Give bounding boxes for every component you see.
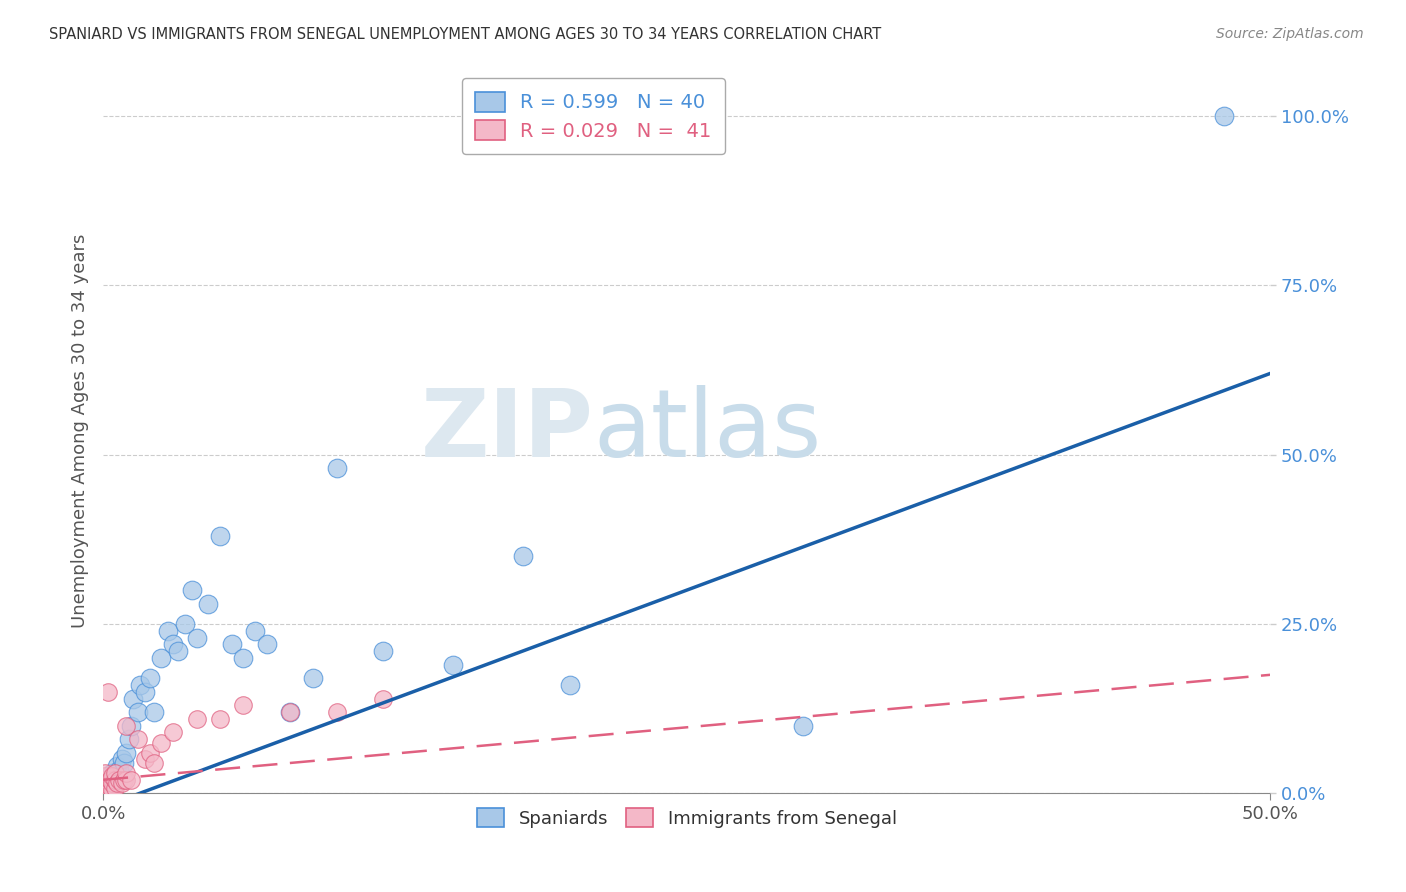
Point xyxy=(162,637,184,651)
Point xyxy=(101,776,124,790)
Point xyxy=(256,637,278,651)
Point xyxy=(127,732,149,747)
Point xyxy=(115,746,138,760)
Point xyxy=(186,631,208,645)
Point xyxy=(441,657,464,672)
Point xyxy=(111,776,134,790)
Point xyxy=(97,780,120,795)
Legend: Spaniards, Immigrants from Senegal: Spaniards, Immigrants from Senegal xyxy=(470,801,904,835)
Point xyxy=(278,705,301,719)
Point xyxy=(115,766,138,780)
Point xyxy=(373,644,395,658)
Point xyxy=(243,624,266,638)
Y-axis label: Unemployment Among Ages 30 to 34 years: Unemployment Among Ages 30 to 34 years xyxy=(72,234,89,628)
Point xyxy=(108,772,131,787)
Point xyxy=(111,752,134,766)
Point xyxy=(221,637,243,651)
Point xyxy=(108,763,131,777)
Point xyxy=(325,461,347,475)
Point xyxy=(94,783,117,797)
Point xyxy=(122,691,145,706)
Point xyxy=(162,725,184,739)
Point xyxy=(143,756,166,770)
Point xyxy=(115,718,138,732)
Point xyxy=(104,780,127,795)
Point xyxy=(101,783,124,797)
Point xyxy=(173,617,195,632)
Point xyxy=(112,772,135,787)
Point xyxy=(98,769,121,783)
Point xyxy=(91,783,114,797)
Point xyxy=(558,678,581,692)
Point xyxy=(232,651,254,665)
Point xyxy=(94,769,117,783)
Point xyxy=(98,783,121,797)
Text: SPANIARD VS IMMIGRANTS FROM SENEGAL UNEMPLOYMENT AMONG AGES 30 TO 34 YEARS CORRE: SPANIARD VS IMMIGRANTS FROM SENEGAL UNEM… xyxy=(49,27,882,42)
Point xyxy=(157,624,180,638)
Point xyxy=(97,786,120,800)
Point xyxy=(208,529,231,543)
Point xyxy=(325,705,347,719)
Point xyxy=(1212,109,1234,123)
Point xyxy=(97,776,120,790)
Point xyxy=(150,651,173,665)
Point xyxy=(94,766,117,780)
Point xyxy=(186,712,208,726)
Point xyxy=(104,772,127,787)
Point xyxy=(166,644,188,658)
Text: atlas: atlas xyxy=(593,385,821,477)
Point xyxy=(91,772,114,787)
Point xyxy=(373,691,395,706)
Point xyxy=(101,769,124,783)
Point xyxy=(232,698,254,713)
Point xyxy=(112,756,135,770)
Point xyxy=(134,684,156,698)
Point xyxy=(208,712,231,726)
Point xyxy=(118,732,141,747)
Text: Source: ZipAtlas.com: Source: ZipAtlas.com xyxy=(1216,27,1364,41)
Point xyxy=(143,705,166,719)
Point xyxy=(792,718,814,732)
Point xyxy=(150,735,173,749)
Point xyxy=(120,772,142,787)
Point xyxy=(91,786,114,800)
Point xyxy=(104,772,127,787)
Text: ZIP: ZIP xyxy=(420,385,593,477)
Point xyxy=(120,718,142,732)
Point xyxy=(98,772,121,787)
Point xyxy=(97,776,120,790)
Point xyxy=(129,678,152,692)
Point xyxy=(101,766,124,780)
Point xyxy=(512,549,534,564)
Point xyxy=(94,780,117,794)
Point xyxy=(104,766,127,780)
Point xyxy=(278,705,301,719)
Point xyxy=(134,752,156,766)
Point xyxy=(302,671,325,685)
Point xyxy=(94,772,117,787)
Point xyxy=(139,671,162,685)
Point xyxy=(97,684,120,698)
Point xyxy=(115,772,138,787)
Point xyxy=(105,759,128,773)
Point xyxy=(180,583,202,598)
Point xyxy=(98,780,121,794)
Point xyxy=(197,597,219,611)
Point xyxy=(105,776,128,790)
Point xyxy=(94,776,117,790)
Point xyxy=(127,705,149,719)
Point xyxy=(139,746,162,760)
